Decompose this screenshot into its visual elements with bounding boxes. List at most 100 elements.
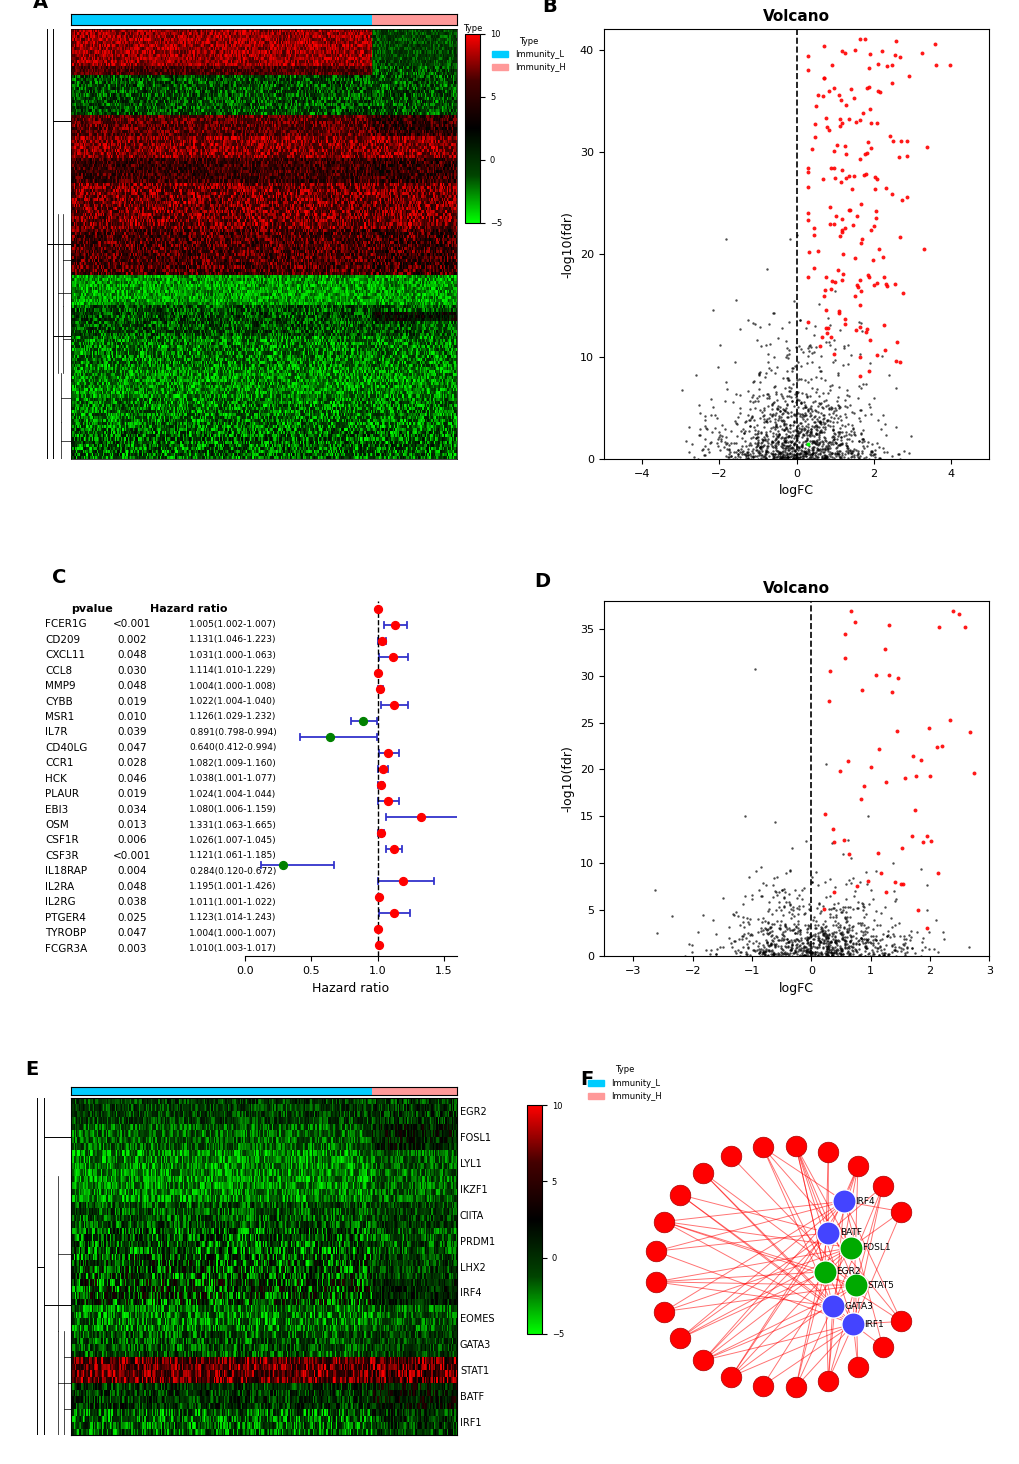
Point [839, 829, 855, 852]
Point [755, 414, 771, 438]
Point [945, 600, 961, 624]
Point [867, 928, 883, 952]
Point [783, 430, 799, 454]
Point [827, 905, 844, 928]
Point [820, 922, 837, 946]
Point [790, 420, 806, 444]
Point [729, 445, 745, 468]
Point [817, 752, 834, 776]
Point [765, 346, 782, 369]
Point [820, 940, 837, 963]
Point [792, 367, 808, 391]
Point [837, 312, 853, 335]
Point [908, 919, 924, 943]
Point [884, 938, 901, 962]
Point [870, 943, 887, 966]
Point [830, 934, 847, 957]
Point [836, 388, 852, 411]
Point [787, 382, 803, 406]
Point [797, 444, 813, 467]
Point [786, 444, 802, 467]
Point [765, 943, 782, 966]
Point [776, 943, 793, 966]
Point [820, 435, 837, 458]
Point [815, 447, 832, 470]
Point [891, 225, 907, 249]
Point [832, 439, 848, 463]
Point [786, 394, 802, 417]
Point [734, 442, 750, 466]
Point [789, 413, 805, 436]
Point [829, 930, 846, 953]
Point [887, 272, 903, 296]
Point [845, 1313, 861, 1337]
Point [807, 335, 823, 359]
Point [745, 384, 761, 407]
Point [786, 439, 802, 463]
Point [858, 928, 874, 952]
Point [814, 410, 830, 433]
Point [757, 442, 773, 466]
Point [744, 931, 760, 955]
Point [775, 430, 792, 454]
Point [834, 40, 850, 63]
Point [784, 902, 800, 925]
Point [754, 918, 770, 941]
Point [764, 925, 781, 949]
Point [748, 438, 764, 461]
Point [900, 924, 916, 947]
Point [727, 411, 743, 435]
Point [822, 395, 839, 419]
Point [914, 830, 930, 854]
Point [726, 938, 742, 962]
Point [745, 408, 761, 432]
Point [794, 940, 810, 963]
Point [752, 430, 768, 454]
Point [866, 439, 882, 463]
Point [802, 404, 818, 427]
Point [680, 933, 696, 956]
Point [736, 422, 752, 445]
Point [852, 925, 868, 949]
Point [818, 116, 835, 139]
Point [870, 447, 887, 470]
Point [871, 914, 888, 937]
Point [788, 426, 804, 449]
Point [791, 411, 807, 435]
Point [862, 403, 878, 426]
Point [840, 199, 856, 223]
Point [759, 433, 775, 457]
Point [793, 445, 809, 468]
Point [780, 900, 796, 924]
Point [763, 940, 780, 963]
Point [832, 900, 848, 924]
Point [737, 444, 753, 467]
Point [858, 433, 874, 457]
Point [818, 435, 835, 458]
Point [829, 258, 846, 281]
Point [864, 442, 880, 466]
Point [821, 884, 838, 908]
Point [832, 170, 848, 193]
Point [738, 943, 754, 966]
Point [755, 384, 771, 407]
Point [774, 439, 791, 463]
Point [819, 937, 836, 960]
Point [742, 407, 758, 430]
Point [782, 858, 798, 881]
Point [768, 388, 785, 411]
Point [763, 919, 780, 943]
Point [784, 439, 800, 463]
Point [776, 943, 793, 966]
Point [819, 930, 836, 953]
Point [733, 441, 749, 464]
Point [837, 933, 853, 956]
Point [854, 924, 870, 947]
Point [876, 423, 893, 447]
Point [888, 720, 904, 744]
Point [830, 420, 847, 444]
Point [786, 940, 802, 963]
Point [800, 897, 816, 921]
Point [786, 426, 802, 449]
Point [860, 941, 876, 965]
